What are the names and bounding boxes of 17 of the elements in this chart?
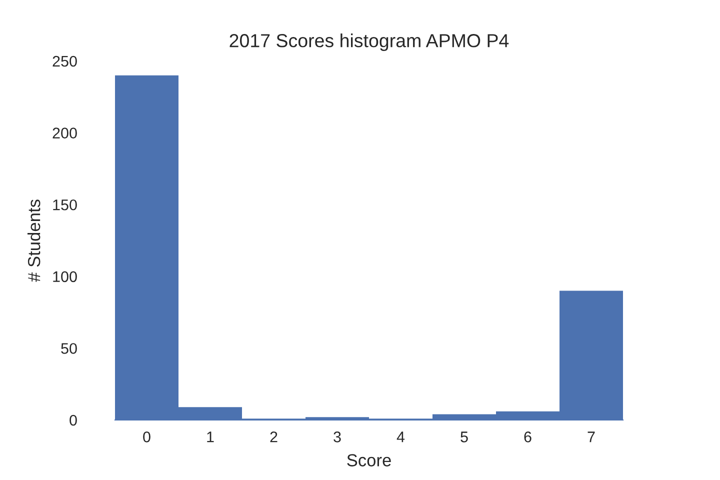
x-tick-label: 7 — [588, 432, 595, 442]
x-tick-label: 0 — [143, 432, 150, 442]
x-tick-label: 3 — [334, 432, 341, 442]
x-tick-label: 1 — [207, 432, 214, 442]
x-tick-label: 5 — [460, 432, 468, 442]
x-axis-title: Score — [347, 454, 391, 466]
y-axis-title: # Students — [27, 200, 40, 282]
chart-title: 2017 Scores histogram APMO P4 — [230, 34, 509, 51]
y-tick-label: 0 — [70, 414, 77, 426]
x-tick-label: 4 — [396, 432, 405, 442]
y-tick-label: 250 — [52, 56, 77, 67]
x-tick-label: 2 — [270, 432, 278, 442]
y-tick-label: 100 — [53, 271, 77, 282]
x-tick-label: 6 — [524, 432, 532, 442]
y-tick-label: 200 — [52, 128, 77, 138]
y-tick-label: 50 — [61, 343, 77, 354]
y-tick-label: 150 — [53, 199, 77, 210]
